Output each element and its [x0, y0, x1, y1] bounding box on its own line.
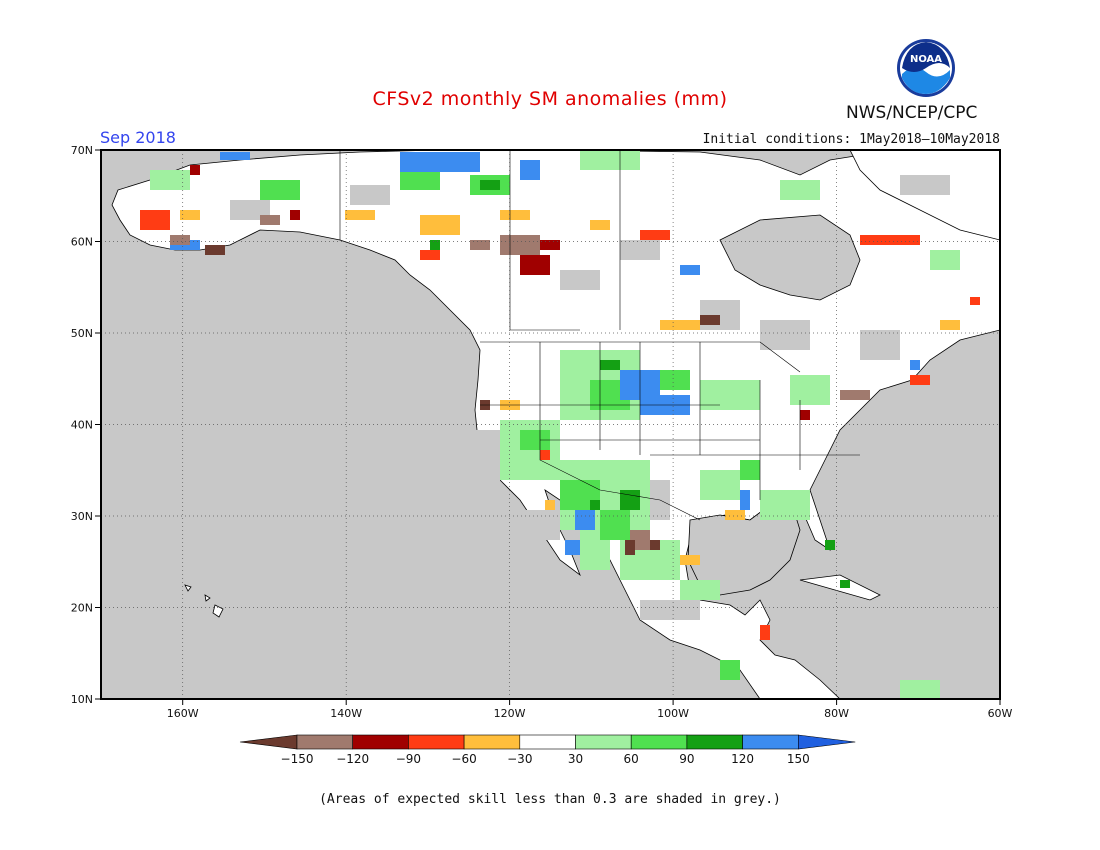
- colorbar-tick-label: 150: [787, 752, 810, 766]
- land-layer: [111, 150, 1000, 699]
- colorbar-segment: [686, 734, 743, 750]
- colorbar-segment: [463, 734, 521, 750]
- lon-label-100w: 100W: [657, 707, 689, 720]
- lon-label-140w: 140W: [330, 707, 362, 720]
- axis-ticks: [95, 149, 1001, 705]
- lat-label-50n: 50N: [71, 327, 93, 340]
- lon-label-80w: 80W: [824, 707, 849, 720]
- colorbar-tick-label: 60: [624, 752, 639, 766]
- colorbar-segment: [239, 734, 298, 750]
- colorbar-tick-label: 120: [731, 752, 754, 766]
- colorbar-segment: [296, 734, 354, 750]
- colorbar-segment: [798, 734, 856, 750]
- map-title: CFSv2 monthly SM anomalies (mm): [372, 88, 728, 110]
- agency-label: NWS/NCEP/CPC: [846, 103, 978, 123]
- colorbar-tick-label: −120: [336, 752, 369, 766]
- colorbar-segment: [742, 734, 799, 750]
- lon-label-60w: 60W: [988, 707, 1013, 720]
- valid-month-label: Sep 2018: [100, 128, 176, 147]
- lat-label-40n: 40N: [71, 419, 93, 432]
- colorbar-tick-label: −90: [396, 752, 421, 766]
- hawaii-islands: [184, 584, 224, 618]
- lat-label-30n: 30N: [71, 510, 93, 523]
- noaa-logo-icon: NOAA: [897, 39, 955, 97]
- colorbar-tick-label: −30: [507, 752, 532, 766]
- initial-conditions-label: Initial conditions: 1May2018–10May2018: [702, 132, 1000, 147]
- lat-label-20n: 20N: [71, 602, 93, 615]
- lon-label-160w: 160W: [167, 707, 199, 720]
- lat-label-10n: 10N: [71, 693, 93, 706]
- colorbar-legend: −150 −120 −90 −60 −30 30 60 90 120 150: [239, 734, 856, 766]
- colorbar-segment: [519, 734, 576, 750]
- colorbar-segment: [408, 734, 465, 750]
- colorbar-segment: [575, 734, 632, 750]
- hudson-bay: [719, 214, 861, 301]
- colorbar-tick-label: −60: [451, 752, 476, 766]
- colorbar-tick-label: 30: [568, 752, 583, 766]
- colorbar-segment: [630, 734, 688, 750]
- lon-label-120w: 120W: [494, 707, 526, 720]
- colorbar-segment: [352, 734, 409, 750]
- svg-text:NOAA: NOAA: [910, 54, 942, 65]
- colorbar-tick-label: −150: [281, 752, 314, 766]
- lat-label-70n: 70N: [71, 144, 93, 157]
- colorbar-tick-label: 90: [679, 752, 694, 766]
- lat-label-60n: 60N: [71, 236, 93, 249]
- skill-footnote: (Areas of expected skill less than 0.3 a…: [319, 792, 781, 807]
